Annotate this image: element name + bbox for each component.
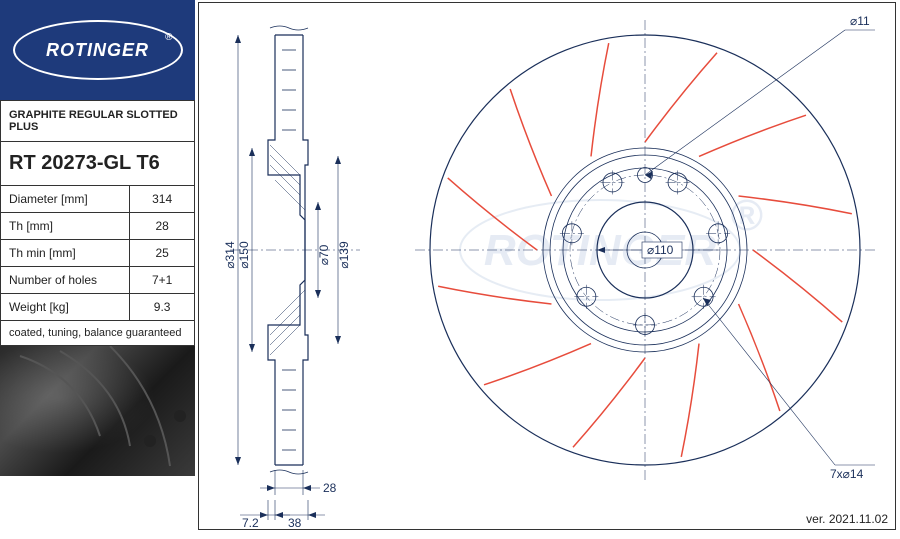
brand-name: ROTINGER: [46, 40, 149, 61]
slot-line: [753, 250, 842, 322]
spec-label: Th min [mm]: [1, 240, 130, 267]
spec-value: 28: [130, 213, 195, 240]
spec-label: Number of holes: [1, 267, 130, 294]
left-panel: ROTINGER ® GRAPHITE REGULAR SLOTTED PLUS…: [0, 0, 195, 534]
drawing-area: ROTINGER ®: [200, 0, 900, 534]
version-label: ver. 2021.11.02: [806, 512, 888, 526]
pcd-label: ⌀110: [647, 243, 674, 257]
table-row: Weight [kg]9.3: [1, 294, 195, 321]
product-line: GRAPHITE REGULAR SLOTTED PLUS: [1, 101, 195, 142]
technical-drawing: ROTINGER ®: [200, 0, 900, 534]
spec-value: 9.3: [130, 294, 195, 321]
spec-label: Th [mm]: [1, 213, 130, 240]
table-row: Number of holes7+1: [1, 267, 195, 294]
footer-note: coated, tuning, balance guaranteed: [1, 321, 195, 346]
callout-d11: ⌀11: [850, 14, 870, 28]
spec-value: 314: [130, 186, 195, 213]
slot-line: [645, 53, 717, 142]
dim-d139: ⌀139: [337, 241, 351, 269]
dim-d314: ⌀314: [223, 241, 237, 269]
part-number: RT 20273-GL T6: [1, 142, 195, 186]
spec-label: Weight [kg]: [1, 294, 130, 321]
disc-photo: [0, 346, 195, 476]
slot-line: [739, 304, 780, 411]
brand-logo: ROTINGER ®: [0, 0, 195, 100]
callout-holes: 7x⌀14: [830, 467, 864, 481]
slot-line: [681, 344, 699, 457]
spec-table: GRAPHITE REGULAR SLOTTED PLUS RT 20273-G…: [0, 100, 195, 346]
spec-value: 7+1: [130, 267, 195, 294]
table-row: Th [mm]28: [1, 213, 195, 240]
side-view: ⌀314 ⌀150 ⌀70 ⌀139: [223, 26, 360, 530]
dim-d70: ⌀70: [317, 244, 331, 265]
table-row: Th min [mm]25: [1, 240, 195, 267]
slot-line: [591, 43, 609, 156]
slot-line: [484, 344, 591, 385]
table-row: Diameter [mm]314: [1, 186, 195, 213]
dim-38: 38: [288, 516, 302, 530]
dim-t28: 28: [323, 481, 337, 495]
slot-line: [573, 358, 645, 447]
spec-value: 25: [130, 240, 195, 267]
dim-7-2: 7.2: [242, 516, 259, 530]
registered-mark: ®: [165, 32, 172, 43]
slot-line: [699, 115, 806, 156]
slot-line: [510, 89, 551, 196]
dim-d150: ⌀150: [237, 241, 251, 269]
spec-label: Diameter [mm]: [1, 186, 130, 213]
